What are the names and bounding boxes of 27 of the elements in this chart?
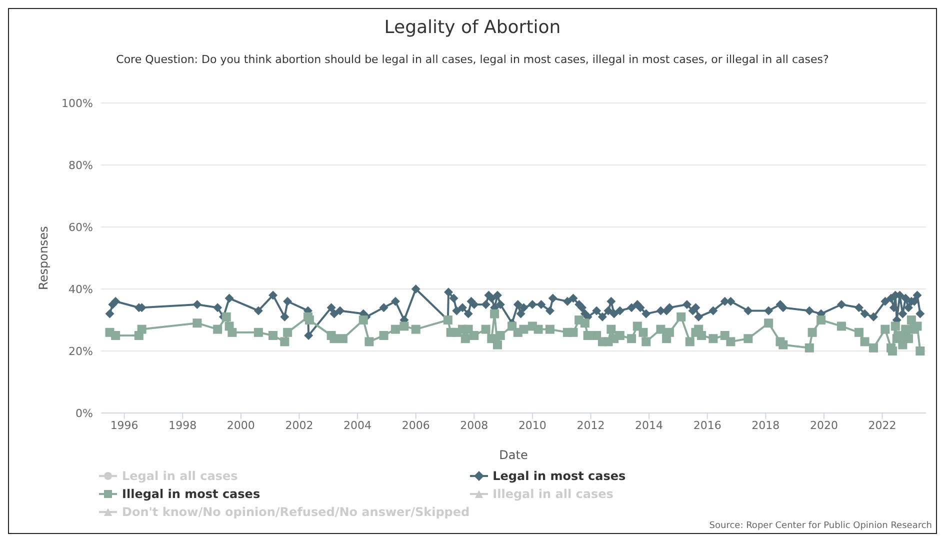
x-tick-label: 2020: [810, 418, 838, 432]
x-tick-label: 2004: [344, 418, 372, 432]
x-tick-label: 2010: [518, 418, 546, 432]
y-tick-label: 20%: [68, 344, 93, 358]
y-tick-label: 40%: [68, 282, 93, 296]
y-tick-label: 100%: [62, 96, 93, 110]
x-tick-label: 2008: [460, 418, 488, 432]
x-tick-label: 2018: [752, 418, 780, 432]
source-note: Source: Roper Center for Public Opinion Research: [709, 521, 932, 531]
y-tick-label: 60%: [68, 220, 93, 234]
y-axis-title: Responses: [36, 226, 50, 290]
x-tick-label: 2000: [226, 418, 255, 432]
y-tick-label: 0%: [76, 406, 93, 420]
x-tick-label: 1996: [110, 418, 138, 432]
legend-label: Legal in most cases: [492, 469, 627, 483]
chart-subtitle: Core Question: Do you think abortion should be legal in all cases, legal in most cases, illegal in most cases, or illegal in all cases?: [115, 53, 830, 66]
x-tick-label: 2002: [285, 418, 314, 432]
x-axis-title: Date: [499, 448, 528, 462]
x-tick-label: 2012: [576, 418, 605, 432]
x-tick-label: 2014: [635, 418, 664, 432]
legend-label: Illegal in most cases: [121, 487, 262, 501]
x-tick-label: 1998: [168, 418, 197, 432]
y-tick-label: 80%: [68, 158, 93, 172]
x-tick-label: 2022: [868, 418, 896, 432]
x-tick-label: 2016: [693, 418, 722, 432]
chart-title: Legality of Abortion: [383, 17, 562, 38]
x-tick-label: 2006: [402, 418, 430, 432]
